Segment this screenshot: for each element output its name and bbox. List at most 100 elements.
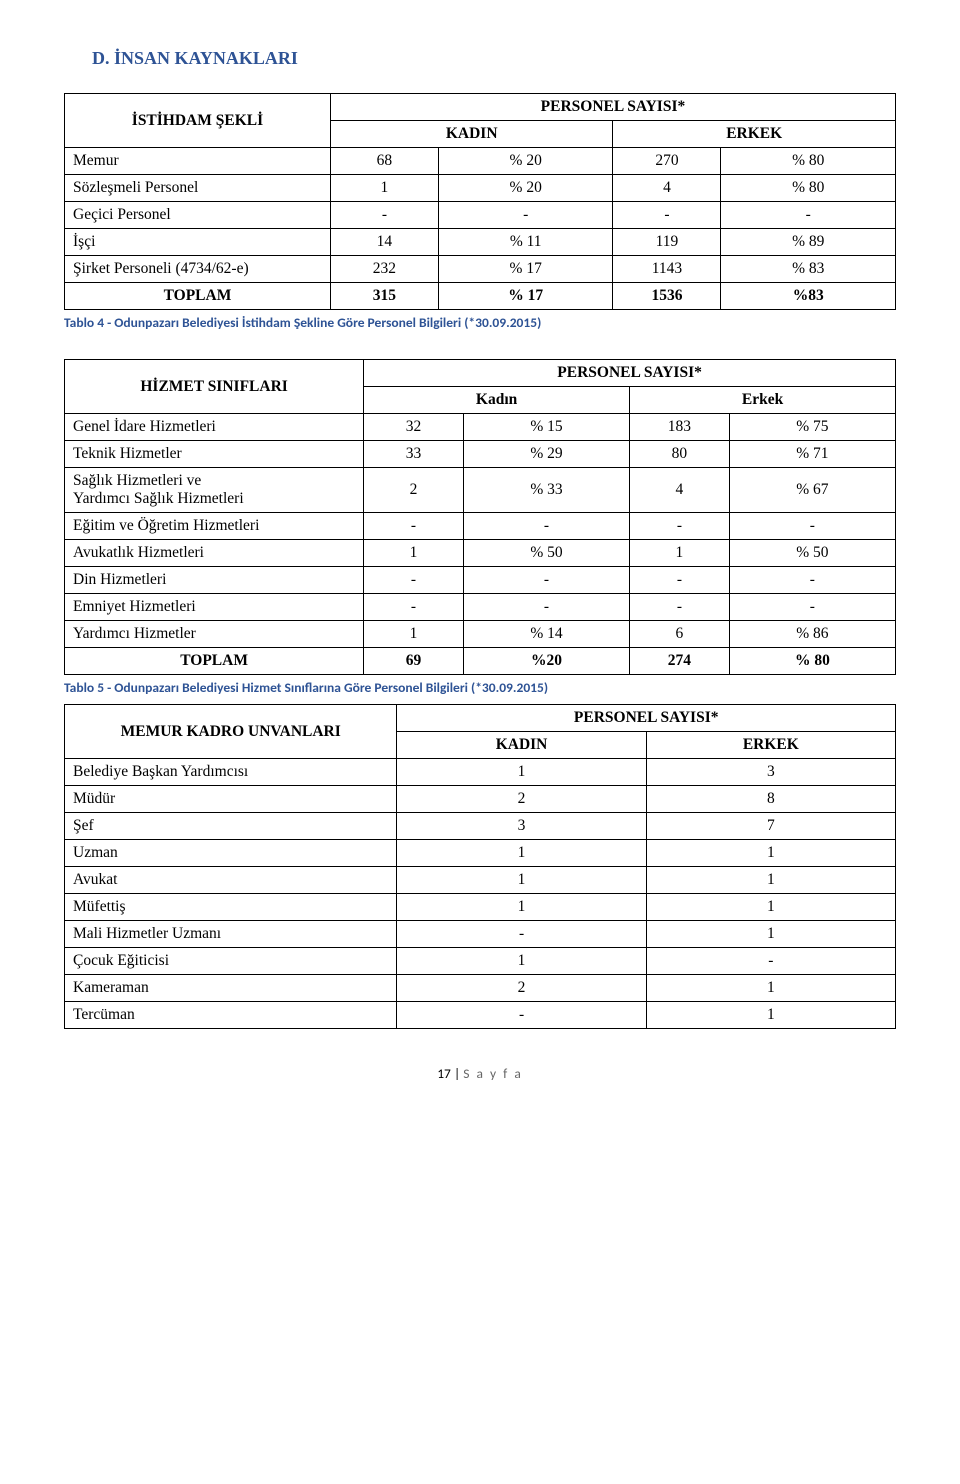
page-word: S a y f a xyxy=(463,1065,523,1082)
cell-label: Uzman xyxy=(65,840,397,867)
cell-value: 119 xyxy=(613,229,721,256)
cell-value: - xyxy=(613,202,721,229)
cell-value: 3 xyxy=(646,759,895,786)
cell-value: %20 xyxy=(463,648,629,675)
cell-value: 274 xyxy=(630,648,730,675)
cell-value: % 75 xyxy=(729,414,895,441)
cell-value: 1 xyxy=(646,894,895,921)
table-row: Çocuk Eğiticisi1- xyxy=(65,948,896,975)
cell-value: % 80 xyxy=(721,175,896,202)
cell-label: Sözleşmeli Personel xyxy=(65,175,331,202)
cell-label: Emniyet Hizmetleri xyxy=(65,594,364,621)
cell-label: Sağlık Hizmetleri veYardımcı Sağlık Hizm… xyxy=(65,468,364,513)
table2-caption: Tablo 5 - Odunpazarı Belediyesi Hizmet S… xyxy=(64,679,896,696)
cell-value: % 80 xyxy=(729,648,895,675)
table-row: Eğitim ve Öğretim Hizmetleri---- xyxy=(65,513,896,540)
cell-value: % 71 xyxy=(729,441,895,468)
cell-value: % 67 xyxy=(729,468,895,513)
cell-value: 80 xyxy=(630,441,730,468)
table-row: Mali Hizmetler Uzmanı-1 xyxy=(65,921,896,948)
table-row: Şirket Personeli (4734/62-e)232% 171143%… xyxy=(65,256,896,283)
table-row: Avukatlık Hizmetleri1% 501% 50 xyxy=(65,540,896,567)
cell-value: - xyxy=(330,202,438,229)
t3-head-erkek: ERKEK xyxy=(646,732,895,759)
cell-value: % 15 xyxy=(463,414,629,441)
cell-value: 1 xyxy=(397,894,646,921)
cell-value: - xyxy=(364,513,464,540)
cell-value: % 14 xyxy=(463,621,629,648)
cell-value: 232 xyxy=(330,256,438,283)
table-row: Yardımcı Hizmetler1% 146% 86 xyxy=(65,621,896,648)
cell-value: 4 xyxy=(630,468,730,513)
cell-label: Müfettiş xyxy=(65,894,397,921)
t2-head-erkek: Erkek xyxy=(630,387,896,414)
t1-head-group: PERSONEL SAYISI* xyxy=(330,94,895,121)
section-heading: D. İNSAN KAYNAKLARI xyxy=(92,48,896,69)
cell-value: - xyxy=(721,202,896,229)
table-kadro-unvanlari: MEMUR KADRO UNVANLARI PERSONEL SAYISI* K… xyxy=(64,704,896,1029)
cell-value: 4 xyxy=(613,175,721,202)
t3-head-label: MEMUR KADRO UNVANLARI xyxy=(65,705,397,759)
cell-value: 32 xyxy=(364,414,464,441)
cell-value: 33 xyxy=(364,441,464,468)
cell-label: Memur xyxy=(65,148,331,175)
cell-value: 1 xyxy=(646,921,895,948)
cell-value: - xyxy=(397,1002,646,1029)
table-row: Teknik Hizmetler33% 2980% 71 xyxy=(65,441,896,468)
cell-value: 1 xyxy=(397,759,646,786)
table-row: Müfettiş11 xyxy=(65,894,896,921)
table-row: Müdür28 xyxy=(65,786,896,813)
cell-label: Yardımcı Hizmetler xyxy=(65,621,364,648)
table-row: İşçi14% 11119% 89 xyxy=(65,229,896,256)
table-hizmet-siniflari: HİZMET SINIFLARI PERSONEL SAYISI* Kadın … xyxy=(64,359,896,675)
cell-value: % 50 xyxy=(463,540,629,567)
cell-value: 1 xyxy=(364,540,464,567)
cell-value: - xyxy=(364,594,464,621)
cell-value: - xyxy=(463,594,629,621)
cell-value: %83 xyxy=(721,283,896,310)
cell-value: 69 xyxy=(364,648,464,675)
cell-value: 1143 xyxy=(613,256,721,283)
cell-value: - xyxy=(397,921,646,948)
cell-value: 315 xyxy=(330,283,438,310)
cell-value: % 20 xyxy=(438,175,613,202)
cell-value: % 80 xyxy=(721,148,896,175)
cell-label: Müdür xyxy=(65,786,397,813)
cell-value: 2 xyxy=(364,468,464,513)
cell-label: Teknik Hizmetler xyxy=(65,441,364,468)
cell-total-label: TOPLAM xyxy=(65,648,364,675)
table-row: Sağlık Hizmetleri veYardımcı Sağlık Hizm… xyxy=(65,468,896,513)
table-istihdam: İSTİHDAM ŞEKLİ PERSONEL SAYISI* KADIN ER… xyxy=(64,93,896,310)
t2-head-kadin: Kadın xyxy=(364,387,630,414)
table-row: Tercüman-1 xyxy=(65,1002,896,1029)
cell-value: % 50 xyxy=(729,540,895,567)
table-total-row: TOPLAM315% 171536%83 xyxy=(65,283,896,310)
t2-head-label: HİZMET SINIFLARI xyxy=(65,360,364,414)
table-row: Genel İdare Hizmetleri32% 15183% 75 xyxy=(65,414,896,441)
table-row: Uzman11 xyxy=(65,840,896,867)
cell-value: % 89 xyxy=(721,229,896,256)
table-row: Geçici Personel---- xyxy=(65,202,896,229)
table-row: Din Hizmetleri---- xyxy=(65,567,896,594)
cell-value: - xyxy=(729,594,895,621)
cell-value: - xyxy=(729,567,895,594)
cell-value: 2 xyxy=(397,786,646,813)
table1-caption: Tablo 4 - Odunpazarı Belediyesi İstihdam… xyxy=(64,314,896,331)
table-row: Kameraman21 xyxy=(65,975,896,1002)
table-row: Avukat11 xyxy=(65,867,896,894)
cell-label: Avukatlık Hizmetleri xyxy=(65,540,364,567)
cell-value: 270 xyxy=(613,148,721,175)
cell-value: - xyxy=(463,567,629,594)
cell-value: % 17 xyxy=(438,256,613,283)
cell-value: - xyxy=(630,594,730,621)
t1-head-erkek: ERKEK xyxy=(613,121,896,148)
t3-head-group: PERSONEL SAYISI* xyxy=(397,705,896,732)
cell-value: 2 xyxy=(397,975,646,1002)
t2-head-group: PERSONEL SAYISI* xyxy=(364,360,896,387)
cell-value: 183 xyxy=(630,414,730,441)
cell-value: 68 xyxy=(330,148,438,175)
table-row: Şef37 xyxy=(65,813,896,840)
table-row: Belediye Başkan Yardımcısı13 xyxy=(65,759,896,786)
cell-value: - xyxy=(729,513,895,540)
cell-label: Geçici Personel xyxy=(65,202,331,229)
